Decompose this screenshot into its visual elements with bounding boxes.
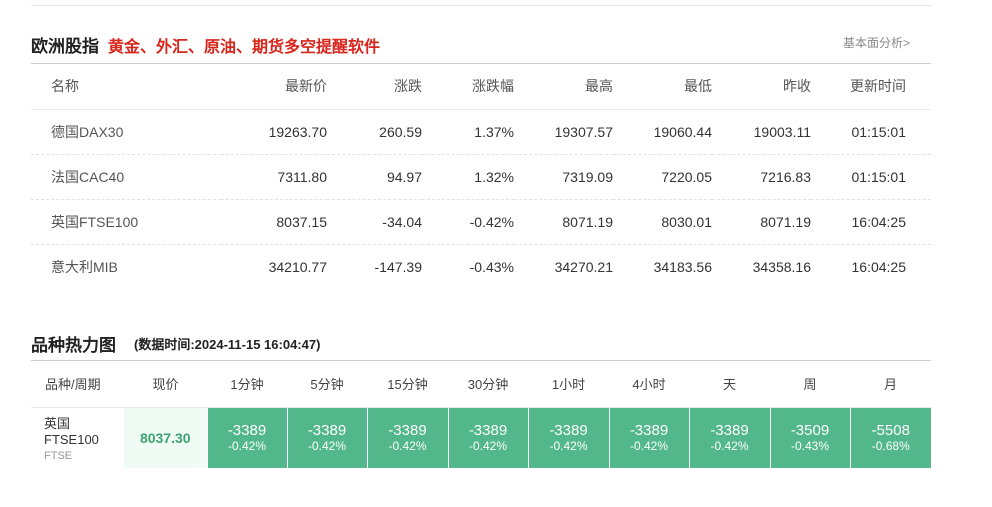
index-update-time: 16:04:25: [851, 258, 907, 275]
col-header-week: 周: [770, 361, 850, 408]
index-pct: 1.37%: [422, 109, 514, 155]
cell-value: -3389: [710, 421, 749, 439]
symbol-name: 英国FTSE100: [44, 416, 99, 448]
cell-value: -3389: [629, 421, 669, 439]
index-change: 260.59: [327, 109, 422, 155]
european-indices-header: 欧洲股指 黄金、外汇、原油、期货多空提醒软件 基本面分析>: [31, 30, 931, 64]
cell-value: -5508: [871, 421, 910, 439]
col-header-pct: 涨跌幅: [422, 64, 514, 110]
index-name[interactable]: 德国DAX30: [31, 109, 221, 155]
european-indices-table: 名称 最新价 涨跌 涨跌幅 最高 最低 昨收 更新时间 德国DAX30 1926…: [31, 64, 931, 289]
heatmap-cell-15min[interactable]: -3389 -0.42%: [366, 407, 448, 468]
table-row[interactable]: 意大利MIB 34210.77 -147.39 -0.43% 34270.21 …: [31, 244, 931, 289]
index-high: 34270.21: [554, 258, 613, 275]
cell-pct: -0.42%: [388, 438, 427, 453]
heatmap-cell-day[interactable]: -3389 -0.42%: [688, 407, 770, 468]
col-header-time: 更新时间: [811, 64, 931, 110]
heatmap-data-time: (数据时间:2024-11-15 16:04:47): [134, 337, 321, 352]
heatmap-cell-1min[interactable]: -3389 -0.42%: [206, 407, 287, 468]
index-price: 34210.77: [268, 258, 327, 275]
col-header-15min: 15分钟: [367, 361, 448, 408]
cell-pct: -0.42%: [710, 438, 749, 453]
index-price: 7311.80: [221, 154, 327, 200]
cell-pct: -0.42%: [307, 438, 347, 453]
cell-value: -3389: [227, 421, 267, 439]
col-header-month: 月: [850, 361, 931, 408]
index-low: 7220.05: [613, 154, 712, 200]
col-header-day: 天: [689, 361, 770, 408]
index-price: 8037.15: [221, 199, 327, 245]
symbol-code: FTSE: [44, 450, 73, 463]
index-change: -34.04: [327, 199, 422, 245]
heatmap-table: 品种/周期 现价 1分钟 5分钟 15分钟 30分钟 1小时 4小时 天 周 月…: [31, 361, 931, 468]
cell-value: -3509: [790, 421, 830, 439]
col-header-change: 涨跌: [327, 64, 422, 110]
index-update-time: 01:15:01: [811, 109, 931, 155]
cell-value: -3389: [549, 421, 588, 439]
index-change: 94.97: [327, 154, 422, 200]
col-header-low: 最低: [613, 64, 712, 110]
heatmap-row[interactable]: 英国FTSE100 FTSE 8037.30 -3389 -0.42% -338…: [31, 407, 931, 468]
top-divider: [31, 5, 931, 6]
cell-pct: -0.42%: [468, 438, 508, 453]
index-name[interactable]: 法国CAC40: [31, 154, 221, 200]
col-header-price: 最新价: [221, 64, 327, 110]
heatmap-header-row: 品种/周期 现价 1分钟 5分钟 15分钟 30分钟 1小时 4小时 天 周 月: [31, 361, 931, 408]
heatmap-cell-week[interactable]: -3509 -0.43%: [769, 407, 850, 468]
cell-pct: -0.43%: [790, 438, 830, 453]
index-prev-close: 34358.16: [752, 258, 811, 275]
index-high: 19307.57: [514, 109, 613, 155]
index-price: 19263.70: [221, 109, 327, 155]
heatmap-header: 品种热力图 (数据时间:2024-11-15 16:04:47): [31, 327, 931, 361]
col-header-30min: 30分钟: [448, 361, 528, 408]
col-header-5min: 5分钟: [287, 361, 367, 408]
section-title: 欧洲股指: [31, 37, 99, 56]
table-row[interactable]: 法国CAC40 7311.80 94.97 1.32% 7319.09 7220…: [31, 154, 931, 200]
col-header-prev: 昨收: [712, 64, 811, 110]
index-prev-close: 8071.19: [712, 199, 811, 245]
col-header-1hour: 1小时: [528, 361, 609, 408]
table-row[interactable]: 德国DAX30 19263.70 260.59 1.37% 19307.57 1…: [31, 109, 931, 155]
index-update-time: 16:04:25: [811, 199, 931, 245]
col-header-current-price: 现价: [124, 361, 207, 408]
cell-value: -3389: [468, 421, 508, 439]
index-low: 8030.01: [613, 199, 712, 245]
heatmap-cell-1hour[interactable]: -3389 -0.42%: [527, 407, 609, 468]
col-header-high: 最高: [514, 64, 613, 110]
table-row[interactable]: 英国FTSE100 8037.15 -34.04 -0.42% 8071.19 …: [31, 199, 931, 245]
col-header-symbol-period: 品种/周期: [31, 361, 124, 408]
heatmap-cell-5min[interactable]: -3389 -0.42%: [286, 407, 367, 468]
promo-link[interactable]: 黄金、外汇、原油、期货多空提醒软件: [108, 39, 381, 56]
index-pct: 1.32%: [422, 154, 514, 200]
index-pct: -0.43%: [469, 258, 514, 275]
heatmap-cell-month[interactable]: -5508 -0.68%: [849, 407, 931, 468]
col-header-name: 名称: [31, 64, 221, 110]
heatmap-symbol[interactable]: 英国FTSE100 FTSE: [31, 407, 124, 468]
index-update-time: 01:15:01: [811, 154, 931, 200]
index-prev-close: 7216.83: [712, 154, 811, 200]
index-high: 8071.19: [514, 199, 613, 245]
heatmap-cell-30min[interactable]: -3389 -0.42%: [447, 407, 528, 468]
index-high: 7319.09: [514, 154, 613, 200]
index-prev-close: 19003.11: [712, 109, 811, 155]
cell-value: -3389: [388, 421, 427, 439]
table-header-row: 名称 最新价 涨跌 涨跌幅 最高 最低 昨收 更新时间: [31, 64, 931, 110]
heatmap-title: 品种热力图: [31, 336, 116, 355]
index-name[interactable]: 英国FTSE100: [31, 199, 221, 245]
cell-value: -3389: [307, 421, 347, 439]
index-pct: -0.42%: [422, 199, 514, 245]
cell-pct: -0.42%: [227, 438, 267, 453]
index-change: -147.39: [374, 258, 422, 275]
fundamental-analysis-link[interactable]: 基本面分析>: [842, 36, 910, 50]
heatmap-current-price: 8037.30: [124, 407, 207, 468]
index-low: 19060.44: [613, 109, 712, 155]
index-name[interactable]: 意大利MIB: [51, 258, 118, 275]
cell-pct: -0.42%: [549, 438, 588, 453]
col-header-1min: 1分钟: [207, 361, 287, 408]
cell-pct: -0.68%: [871, 438, 910, 453]
cell-pct: -0.42%: [629, 438, 669, 453]
heatmap-cell-4hour[interactable]: -3389 -0.42%: [608, 407, 689, 468]
col-header-4hour: 4小时: [609, 361, 689, 408]
index-low: 34183.56: [653, 258, 712, 275]
